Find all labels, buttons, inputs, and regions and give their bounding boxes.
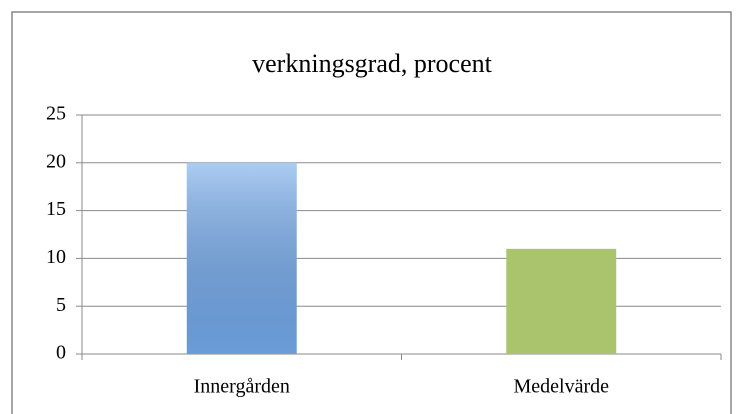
bar — [506, 248, 617, 354]
x-tick-label: Medelvärde — [513, 376, 609, 398]
y-tick-label: 10 — [46, 246, 66, 268]
x-tick-label: Innergården — [194, 376, 290, 398]
y-tick-label: 25 — [46, 103, 66, 125]
y-tick-label: 20 — [46, 150, 66, 172]
chart-title: verkningsgrad, procent — [252, 49, 492, 78]
y-tick-label: 0 — [56, 342, 66, 364]
bar-shade — [186, 162, 297, 354]
y-tick-label: 5 — [56, 294, 66, 316]
chart-border — [11, 11, 732, 414]
y-tick-label: 15 — [46, 198, 66, 220]
